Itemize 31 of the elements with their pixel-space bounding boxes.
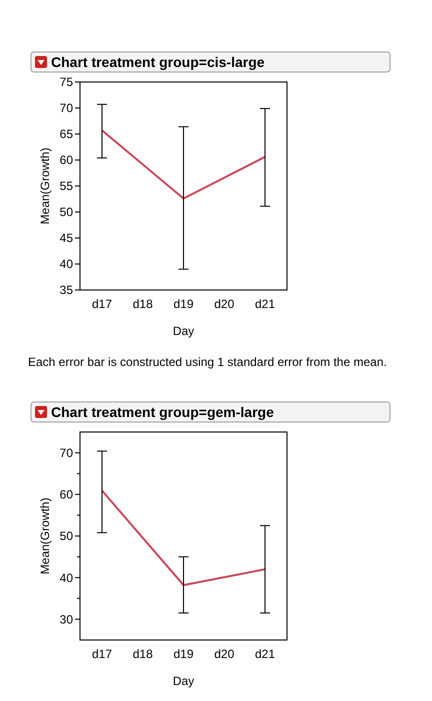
- y-tick-label: 55: [60, 179, 74, 194]
- x-tick-label: d19: [173, 297, 194, 311]
- y-tick-label: 75: [60, 75, 74, 90]
- y-tick-label: 65: [60, 127, 74, 142]
- x-axis-title: Day: [172, 324, 194, 338]
- y-tick-label: 40: [60, 570, 74, 585]
- y-tick-label: 50: [60, 529, 74, 544]
- y-tick-label: 60: [60, 488, 74, 502]
- x-tick-label: d20: [214, 647, 235, 661]
- y-tick-label: 70: [60, 446, 74, 460]
- y-tick-label: 70: [60, 101, 74, 116]
- x-tick-label: d17: [92, 647, 112, 661]
- chart-title: Chart treatment group=gem-large: [51, 404, 274, 420]
- y-tick-label: 40: [60, 257, 74, 272]
- x-tick-label: d21: [254, 297, 276, 311]
- y-tick-label: 45: [60, 231, 74, 246]
- x-tick-label: d17: [92, 297, 112, 311]
- y-axis-title: Mean(Growth): [38, 498, 52, 574]
- y-tick-label: 35: [60, 283, 74, 298]
- y-tick-label: 50: [60, 205, 74, 220]
- y-tick-label: 60: [60, 153, 74, 168]
- x-tick-label: d18: [132, 647, 154, 661]
- x-tick-label: d20: [214, 297, 235, 311]
- y-axis-title: Mean(Growth): [38, 148, 52, 224]
- text: Each error bar is constructed using 1 standard error from the mean.: [28, 354, 388, 370]
- y-tick-label: 30: [60, 612, 74, 626]
- x-axis-title: Day: [172, 674, 194, 688]
- x-tick-label: d21: [254, 647, 276, 661]
- x-tick-label: d18: [132, 297, 154, 311]
- chart-title: Chart treatment group=cis-large: [51, 54, 265, 70]
- x-tick-label: d19: [173, 647, 194, 661]
